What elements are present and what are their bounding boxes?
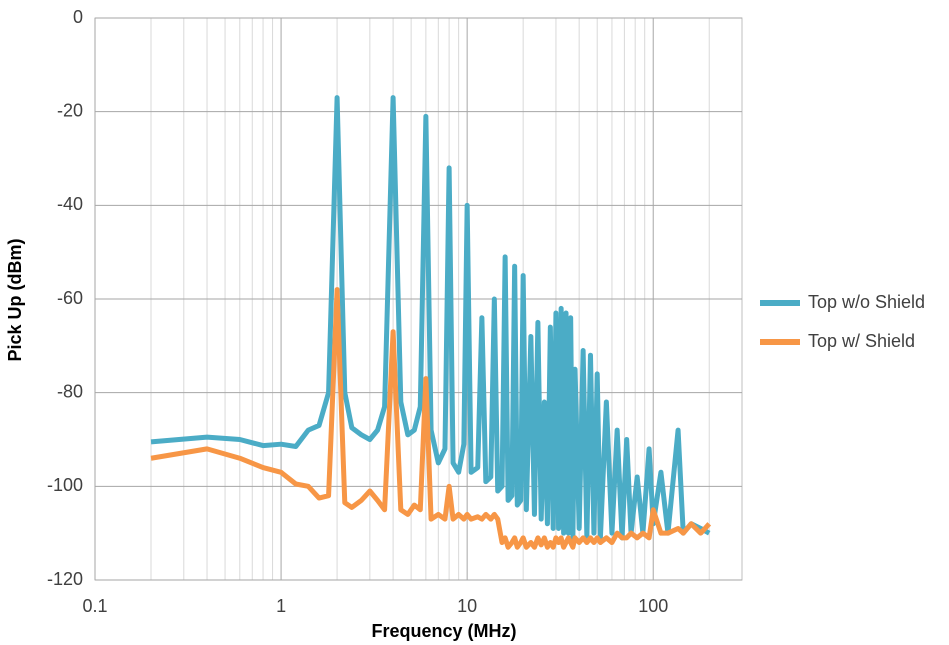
y-tick-label: -100 bbox=[47, 475, 83, 495]
x-axis-title: Frequency (MHz) bbox=[371, 621, 516, 641]
x-tick-label: 1 bbox=[276, 596, 286, 616]
x-tick-label: 100 bbox=[638, 596, 668, 616]
y-tick-label: -20 bbox=[57, 100, 83, 120]
y-tick-label: -120 bbox=[47, 569, 83, 589]
y-tick-label: 0 bbox=[73, 7, 83, 27]
x-tick-label: 0.1 bbox=[82, 596, 107, 616]
series-line bbox=[150, 95, 711, 541]
x-tick-label: 10 bbox=[457, 596, 477, 616]
legend-label: Top w/o Shield bbox=[808, 292, 925, 312]
y-tick-label: -40 bbox=[57, 194, 83, 214]
series-line bbox=[150, 287, 712, 550]
y-tick-label: -60 bbox=[57, 288, 83, 308]
legend-label: Top w/ Shield bbox=[808, 331, 915, 351]
y-tick-label: -80 bbox=[57, 381, 83, 401]
plot bbox=[150, 95, 712, 550]
y-axis-title: Pick Up (dBm) bbox=[5, 238, 25, 361]
